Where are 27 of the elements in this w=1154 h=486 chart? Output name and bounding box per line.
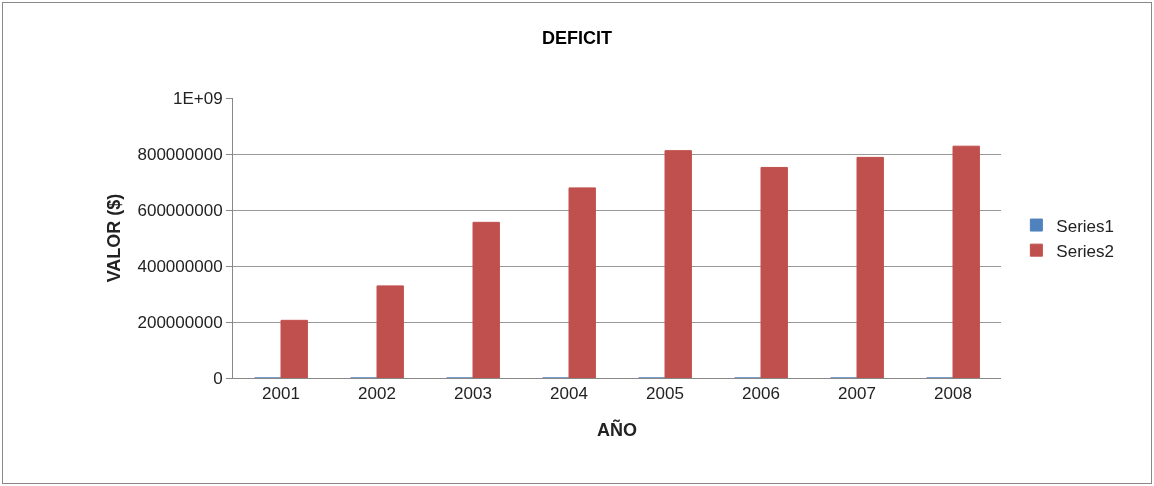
y-axis-title: VALOR ($) [103, 193, 124, 283]
x-tick-label: 2004 [550, 384, 588, 404]
x-tick-label: 2002 [358, 384, 396, 404]
x-tick-label: 2003 [454, 384, 492, 404]
legend-label: Series2 [1056, 241, 1114, 261]
y-tick-label: 800000000 [137, 144, 223, 164]
bar [280, 319, 308, 378]
y-tick-label: 0 [213, 368, 223, 388]
bar [568, 187, 596, 378]
y-tick-label: 600000000 [137, 200, 223, 220]
bar [856, 156, 884, 378]
bar [952, 145, 980, 378]
x-tick-label: 2007 [838, 384, 876, 404]
legend-label: Series1 [1056, 216, 1114, 236]
bar [376, 285, 404, 378]
x-tick-label: 2008 [934, 384, 972, 404]
x-tick-label: 2005 [646, 384, 684, 404]
y-tick-label: 1E+09 [172, 88, 223, 108]
y-tick-label: 400000000 [137, 256, 223, 276]
x-tick-label: 2001 [262, 384, 300, 404]
bar [472, 221, 500, 378]
x-axis-title: AÑO [597, 418, 637, 440]
y-tick-label: 200000000 [137, 312, 223, 332]
x-tick-label: 2006 [742, 384, 780, 404]
bar [664, 150, 692, 378]
chart-title: DEFICIT [542, 28, 612, 49]
bar [760, 166, 788, 378]
